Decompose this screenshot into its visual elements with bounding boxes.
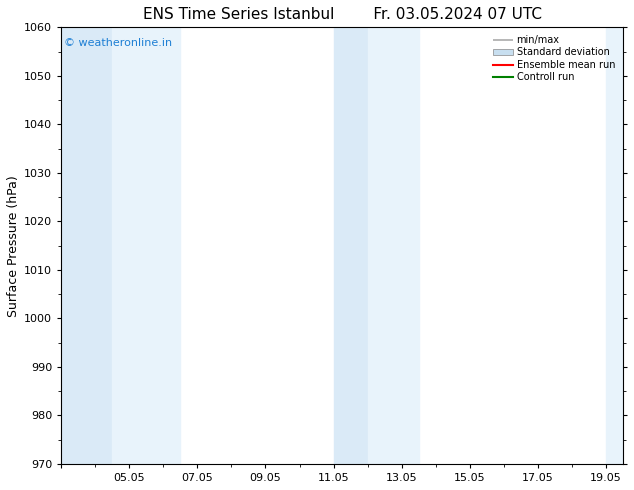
Legend: min/max, Standard deviation, Ensemble mean run, Controll run: min/max, Standard deviation, Ensemble me… (490, 32, 618, 85)
Bar (112, 27, 181, 464)
Title: ENS Time Series Istanbul        Fr. 03.05.2024 07 UTC: ENS Time Series Istanbul Fr. 03.05.2024 … (143, 7, 541, 22)
Bar (368, 27, 418, 464)
Bar (61, 27, 112, 464)
Text: © weatheronline.in: © weatheronline.in (64, 38, 172, 48)
Bar (606, 27, 623, 464)
Y-axis label: Surface Pressure (hPa): Surface Pressure (hPa) (7, 175, 20, 317)
Bar (333, 27, 368, 464)
